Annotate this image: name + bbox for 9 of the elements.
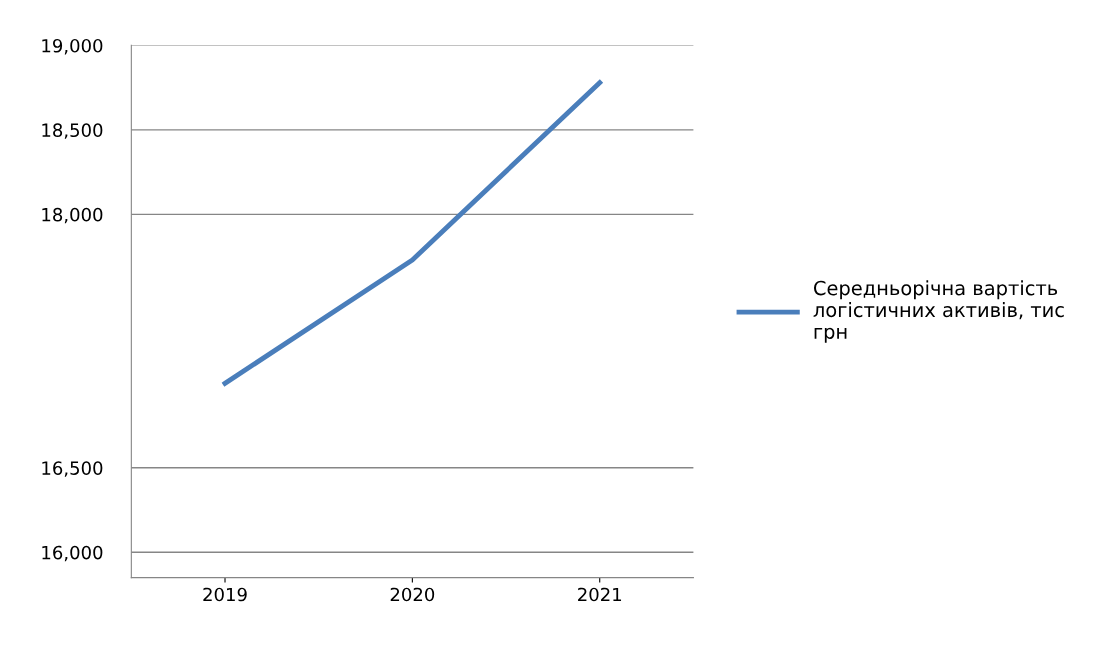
y-tick-label: 18,500 (42, 123, 103, 139)
y-tick-label: 18,000 (42, 207, 103, 224)
y-tick-label: 16,000 (42, 545, 103, 562)
x-tick-label: 2021 (578, 587, 622, 602)
x-tick-label: 2019 (203, 587, 247, 602)
y-tick-label: 19,000 (42, 38, 103, 55)
y-tick-label: 16,500 (42, 461, 103, 477)
x-tick-label: 2020 (390, 587, 435, 602)
legend-label: Середньорічна вартість логістичних активів, тис грн (813, 280, 1064, 343)
